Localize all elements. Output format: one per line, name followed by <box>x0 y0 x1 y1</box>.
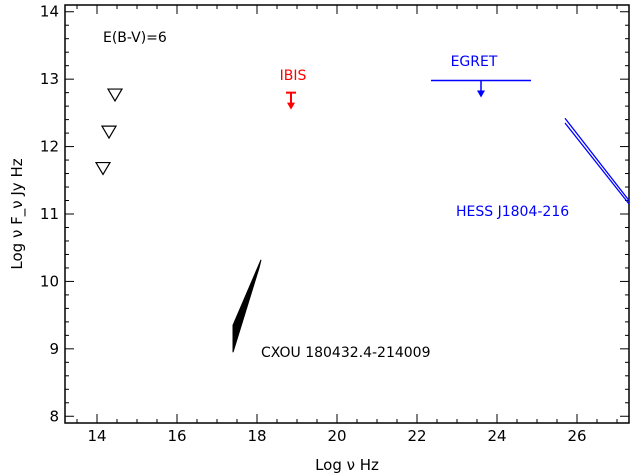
egret-label: EGRET <box>451 54 498 70</box>
cxou-bowtie <box>232 259 262 353</box>
ibis-limit-arrowhead <box>287 102 295 110</box>
ir-upper-limit-triangle <box>100 125 118 140</box>
y-tick-label: 8 <box>49 407 59 425</box>
x-tick-label: 14 <box>87 427 106 445</box>
hess-bowtie-lower <box>564 122 630 205</box>
ir-upper-limit-triangle <box>106 88 124 103</box>
hess-label: HESS J1804-216 <box>456 204 569 220</box>
ebv-annotation: E(B-V)=6 <box>103 30 167 46</box>
x-tick-label: 20 <box>327 427 346 445</box>
axis-ticks: 14 16 18 20 22 24 26 8 9 10 11 12 13 14 <box>40 3 629 445</box>
y-tick-label: 12 <box>40 138 59 156</box>
y-tick-label: 9 <box>49 340 59 358</box>
y-tick-label: 14 <box>40 3 59 21</box>
egret-limit-arrowhead <box>477 90 485 98</box>
y-tick-label: 11 <box>40 205 59 223</box>
y-axis-title: Log ν F_ν Jy Hz <box>8 158 27 269</box>
x-tick-label: 16 <box>167 427 186 445</box>
ir-upper-limit-triangle <box>94 161 112 176</box>
y-tick-label: 13 <box>40 70 59 88</box>
ibis-label: IBIS <box>280 68 307 84</box>
y-tick-label: 10 <box>40 272 59 290</box>
x-tick-label: 22 <box>407 427 426 445</box>
hess-bowtie-upper <box>564 117 630 201</box>
x-axis-title: Log ν Hz <box>315 456 379 474</box>
data-marks <box>94 79 630 353</box>
x-tick-label: 18 <box>247 427 266 445</box>
x-tick-label: 24 <box>487 427 506 445</box>
x-tick-label: 26 <box>567 427 586 445</box>
cxou-label: CXOU 180432.4-214009 <box>261 345 430 361</box>
